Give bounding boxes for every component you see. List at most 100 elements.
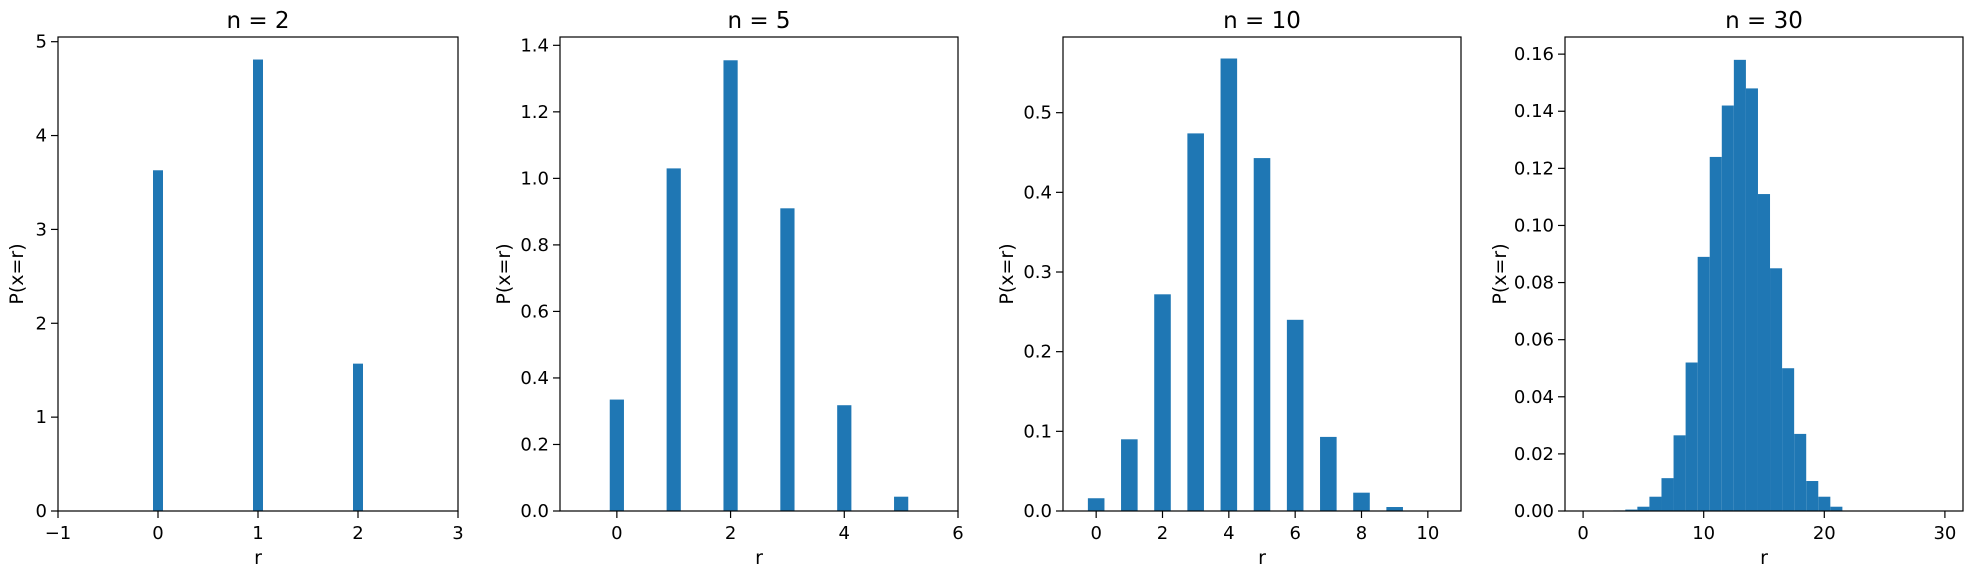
y-tick-label: 0.0	[1023, 501, 1052, 522]
bar-r0	[1087, 498, 1105, 511]
y-tick-label: 0.04	[1514, 387, 1554, 408]
chart-title: n = 5	[727, 8, 790, 34]
x-tick-label: 4	[1223, 523, 1234, 544]
y-tick-label: 0.5	[1023, 103, 1052, 124]
y-tick-label: 0	[36, 501, 47, 522]
bar-r9	[1685, 362, 1698, 511]
bar-r0	[153, 170, 163, 511]
y-tick-label: 1.2	[520, 102, 549, 123]
y-tick-label: 0.08	[1514, 273, 1554, 294]
bar-r12	[1721, 105, 1734, 511]
subplot-n30: 0 10 20 30 0.00 0.02 0.04 0.06 0.08 0.10 0.12 0.14 0…	[1489, 8, 1964, 569]
chart-title: n = 10	[1223, 8, 1301, 34]
y-axis-label: P(x=r)	[996, 243, 1018, 304]
y-tick-label: 3	[36, 219, 47, 240]
x-tick-label: 2	[1157, 523, 1168, 544]
bar-r7	[1320, 436, 1337, 511]
x-tick-label: 0	[1090, 523, 1101, 544]
y-tick-label: 0.06	[1514, 330, 1554, 351]
bar-r11	[1709, 156, 1722, 511]
y-tick-label: 0.0	[520, 501, 549, 522]
bar-r18	[1794, 433, 1807, 511]
bar-r4	[1220, 58, 1238, 511]
bar-r7	[1661, 478, 1674, 511]
bar-r17	[1782, 368, 1795, 511]
y-tick-label: 0.2	[1023, 342, 1052, 363]
y-tick-label: 5	[36, 32, 47, 53]
x-tick-label: 1	[252, 523, 263, 544]
y-tick-label: 0.3	[1023, 262, 1052, 283]
x-axis-label: r	[1258, 547, 1266, 569]
bar-r16	[1770, 268, 1783, 511]
y-tick-label: 0.14	[1514, 101, 1554, 122]
subplot-n10: 0 2 4 6 8 10 0.0 0.1 0.2 0.3 0.4 0.5 n = 10 r P(x=r)	[996, 8, 1462, 569]
bar-r5	[894, 496, 909, 511]
x-tick-label: 30	[1933, 523, 1956, 544]
x-tick-label: 0	[152, 523, 163, 544]
x-tick-label: 6	[1289, 523, 1300, 544]
y-axis-label: P(x=r)	[1489, 243, 1511, 304]
y-tick-label: 0.8	[520, 235, 549, 256]
y-tick-label: 0.12	[1514, 158, 1554, 179]
bar-r5	[1253, 158, 1271, 511]
axes-frame	[1564, 36, 1964, 512]
bar-r3	[1187, 133, 1204, 511]
bar-r20	[1818, 496, 1831, 511]
x-tick-label: 10	[1692, 523, 1715, 544]
y-tick-label: 4	[36, 126, 47, 147]
y-tick-label: 1.4	[520, 35, 549, 56]
y-axis-label: P(x=r)	[493, 243, 515, 304]
bar-r4	[1625, 509, 1638, 511]
bar-r0	[609, 399, 624, 511]
bar-r8	[1673, 435, 1686, 511]
x-tick-label: 0	[1577, 523, 1588, 544]
bar-r5	[1637, 506, 1650, 511]
y-tick-label: 0.2	[520, 434, 549, 455]
subplot-n5: 0 2 4 6 0.0 0.2 0.4 0.6 0.8 1.0 1.2 1.4 n = 5 r P(x=r)	[493, 8, 964, 569]
bar-r14	[1745, 88, 1758, 512]
x-tick-label: 8	[1356, 523, 1367, 544]
y-tick-label: 2	[36, 313, 47, 334]
bar-r4	[837, 405, 852, 511]
y-tick-label: 0.6	[520, 301, 549, 322]
x-tick-label: 6	[952, 523, 963, 544]
bar-r3	[780, 208, 795, 511]
bar-r6	[1286, 319, 1304, 511]
bar-r9	[1386, 507, 1403, 511]
bar-r1	[253, 59, 263, 511]
x-tick-label: 3	[452, 523, 463, 544]
y-tick-label: 0.00	[1514, 501, 1554, 522]
x-tick-label: 4	[839, 523, 850, 544]
bar-r13	[1733, 59, 1746, 512]
y-tick-label: 1.0	[520, 168, 549, 189]
y-tick-label: 0.10	[1514, 215, 1554, 236]
y-tick-label: 0.02	[1514, 444, 1554, 465]
bar-r1	[666, 168, 681, 511]
x-tick-label: −1	[45, 523, 72, 544]
y-tick-label: 0.1	[1023, 421, 1052, 442]
axes-frame	[559, 36, 959, 512]
bar-r2	[723, 60, 738, 511]
bar-r2	[353, 363, 363, 511]
y-tick-label: 0.16	[1514, 44, 1554, 65]
bar-r15	[1757, 194, 1771, 512]
x-tick-label: 2	[352, 523, 363, 544]
x-tick-label: 20	[1813, 523, 1836, 544]
bar-r8	[1353, 492, 1370, 511]
bar-r10	[1697, 256, 1710, 511]
bar-r2	[1154, 294, 1171, 511]
y-tick-label: 0.4	[1023, 182, 1052, 203]
bar-r21	[1830, 506, 1843, 511]
x-axis-label: r	[755, 547, 763, 569]
x-axis-label: r	[254, 547, 262, 569]
chart-title: n = 30	[1725, 8, 1803, 34]
x-tick-label: 0	[611, 523, 622, 544]
y-axis-label: P(x=r)	[6, 243, 28, 304]
axes-frame	[1062, 36, 1462, 512]
x-tick-label: 2	[725, 523, 736, 544]
y-tick-label: 0.4	[520, 368, 549, 389]
bar-r6	[1649, 496, 1662, 511]
bar-r1	[1121, 439, 1138, 511]
x-tick-label: 10	[1416, 523, 1439, 544]
